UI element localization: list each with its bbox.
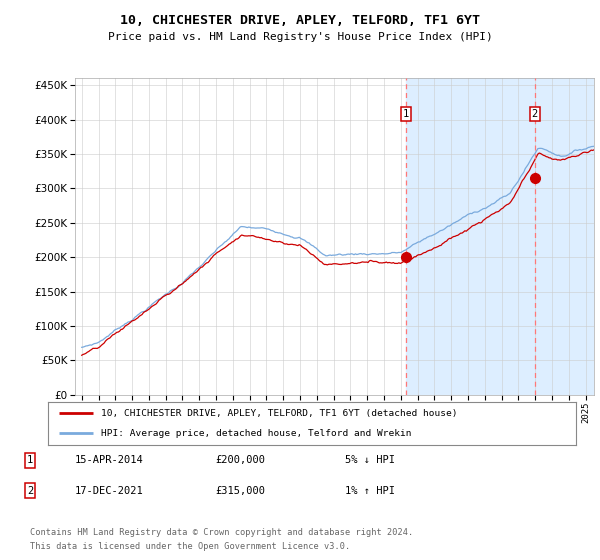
Text: 5% ↓ HPI: 5% ↓ HPI <box>345 455 395 465</box>
Text: HPI: Average price, detached house, Telford and Wrekin: HPI: Average price, detached house, Telf… <box>101 429 412 438</box>
Text: 2: 2 <box>532 109 538 119</box>
Text: Contains HM Land Registry data © Crown copyright and database right 2024.: Contains HM Land Registry data © Crown c… <box>30 528 413 536</box>
Text: 1: 1 <box>27 455 33 465</box>
Text: 2: 2 <box>27 486 33 496</box>
Bar <box>406 78 594 395</box>
Text: 10, CHICHESTER DRIVE, APLEY, TELFORD, TF1 6YT: 10, CHICHESTER DRIVE, APLEY, TELFORD, TF… <box>120 14 480 27</box>
Text: This data is licensed under the Open Government Licence v3.0.: This data is licensed under the Open Gov… <box>30 542 350 550</box>
Text: 10, CHICHESTER DRIVE, APLEY, TELFORD, TF1 6YT (detached house): 10, CHICHESTER DRIVE, APLEY, TELFORD, TF… <box>101 409 457 418</box>
Text: 17-DEC-2021: 17-DEC-2021 <box>75 486 144 496</box>
Text: Price paid vs. HM Land Registry's House Price Index (HPI): Price paid vs. HM Land Registry's House … <box>107 32 493 43</box>
Text: 15-APR-2014: 15-APR-2014 <box>75 455 144 465</box>
Text: 1% ↑ HPI: 1% ↑ HPI <box>345 486 395 496</box>
Text: 1: 1 <box>403 109 409 119</box>
Text: £315,000: £315,000 <box>215 486 265 496</box>
Text: £200,000: £200,000 <box>215 455 265 465</box>
